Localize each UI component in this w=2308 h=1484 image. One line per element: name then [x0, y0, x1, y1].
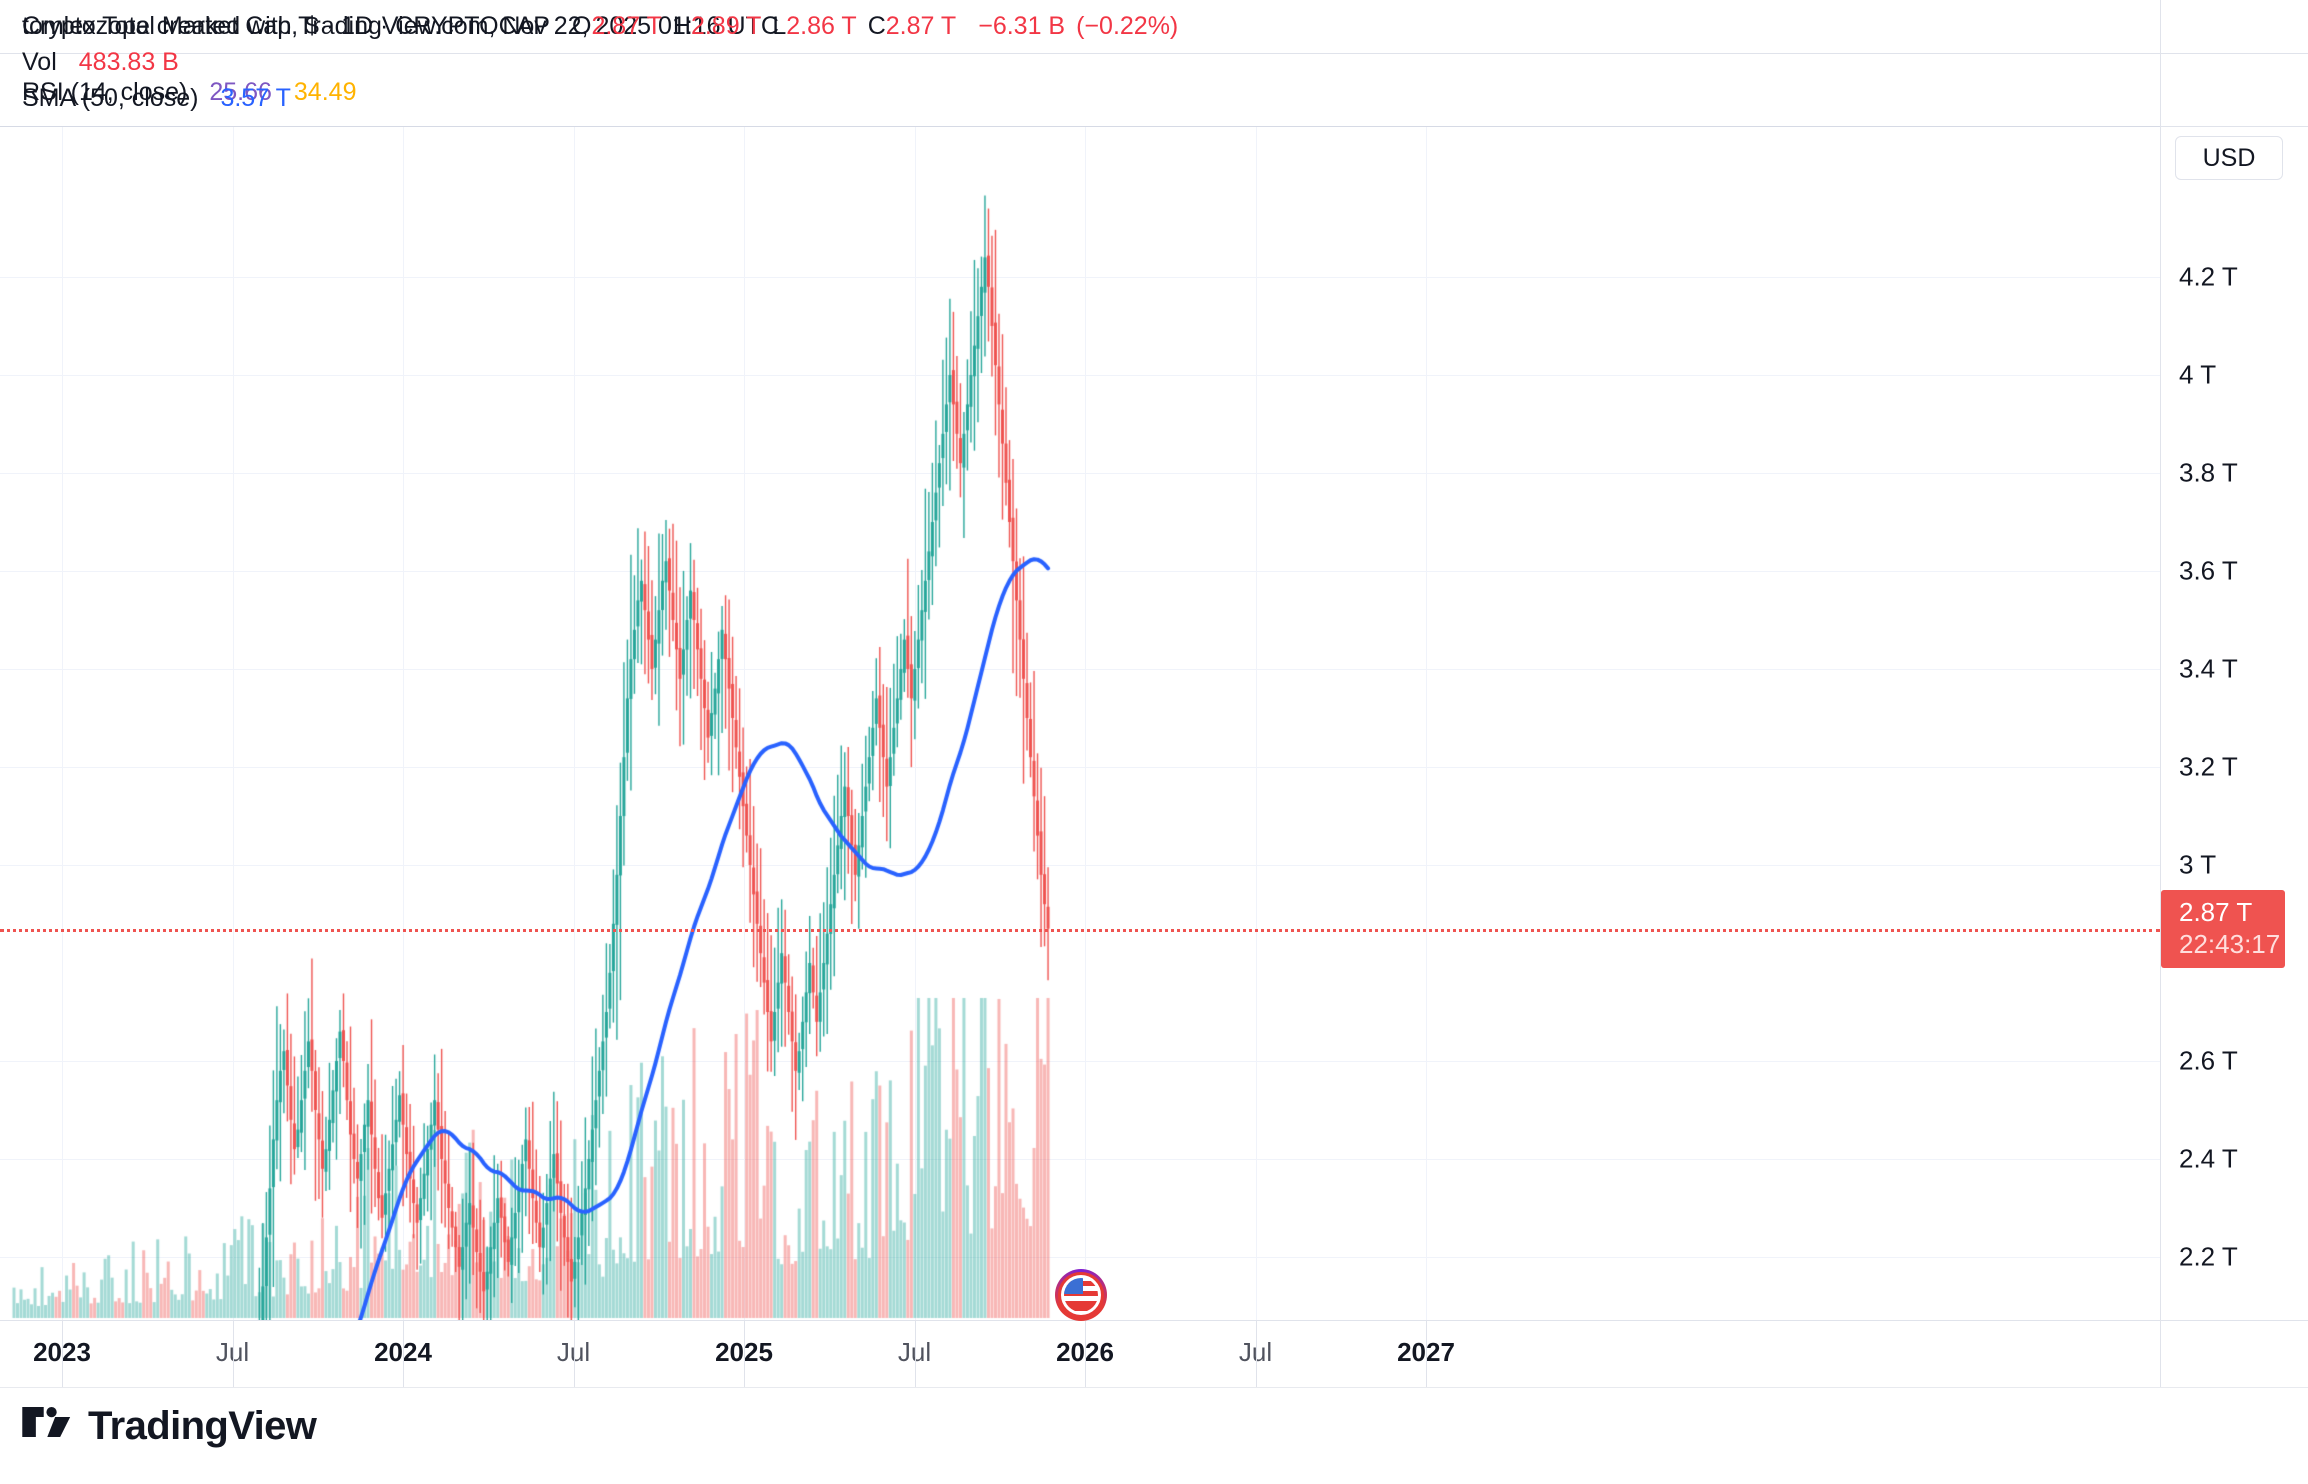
- open-label: O: [571, 12, 592, 40]
- time-tick-mark: [1085, 1321, 1086, 1387]
- tradingview-mark-icon: [22, 1406, 71, 1437]
- change-absolute: −6.31 B: [978, 12, 1066, 40]
- exchange-label: CRYPTOCAP: [395, 12, 550, 40]
- bar-countdown: 22:43:17: [2179, 928, 2281, 959]
- rsi-value-2: 34.49: [293, 78, 357, 106]
- attribution-divider: [0, 53, 2308, 54]
- high-label: H: [672, 12, 691, 40]
- price-tick: 3.6 T: [2179, 555, 2238, 586]
- rsi-legend[interactable]: RSI (14, close) 25.66 34.49: [22, 74, 356, 110]
- change-percent: (−0.22%): [1076, 12, 1179, 40]
- price-tick: 4 T: [2179, 359, 2217, 390]
- time-tick-mark: [573, 1321, 575, 1387]
- main-legend[interactable]: Crypto Total Market Cap, $ · 1D · CRYPTO…: [22, 8, 1178, 116]
- price-candles-canvas: [0, 127, 2160, 1320]
- last-price-value: 2.87 T: [2179, 896, 2253, 927]
- interval-label[interactable]: 1D: [341, 12, 374, 40]
- time-tick-mark: [914, 1321, 916, 1387]
- price-tick: 3.4 T: [2179, 653, 2238, 684]
- time-tick-mark: [744, 1321, 745, 1387]
- tradingview-logo[interactable]: TradingView: [22, 1404, 317, 1449]
- price-tick: 3.8 T: [2179, 457, 2238, 488]
- legend-sma-row[interactable]: SMA (50, close) 3.57 T: [22, 80, 1178, 116]
- time-tick-mark: [403, 1321, 404, 1387]
- rsi-title: RSI (14, close): [22, 78, 188, 106]
- legend-ohlc-row[interactable]: Crypto Total Market Cap, $ · 1D · CRYPTO…: [22, 8, 1178, 44]
- volume-value: 483.83 B: [78, 48, 179, 76]
- time-tick-mark: [1255, 1321, 1257, 1387]
- volume-label: Vol: [22, 48, 57, 76]
- legend-volume-row[interactable]: Vol 483.83 B: [22, 44, 1178, 80]
- tradingview-wordmark: TradingView: [88, 1404, 317, 1448]
- last-price-line: [0, 928, 2160, 932]
- legend-sep-1: ·: [318, 12, 342, 40]
- close-label: C: [867, 12, 886, 40]
- sma-label: SMA (50, close): [22, 84, 199, 112]
- price-tick: 2.4 T: [2179, 1143, 2238, 1174]
- rsi-pane[interactable]: RSI (14, close) 25.66 34.49: [0, 54, 2160, 126]
- price-tick: 3.2 T: [2179, 751, 2238, 782]
- high-value: 2.89 T: [690, 12, 762, 40]
- time-tick-mark: [1426, 1321, 1427, 1387]
- low-label: L: [772, 12, 787, 40]
- us-flag-icon[interactable]: [1058, 1272, 1104, 1318]
- us-flag-graphic: [1064, 1278, 1098, 1312]
- price-tick: 3 T: [2179, 849, 2217, 880]
- rsi-main-divider: [0, 126, 2160, 127]
- main-chart-pane[interactable]: [0, 127, 2160, 1320]
- price-tick: 2.6 T: [2179, 1045, 2238, 1076]
- low-value: 2.86 T: [786, 12, 857, 40]
- time-tick-mark: [62, 1321, 63, 1387]
- attribution-text: tomlexzope created with TradingView.com,…: [22, 12, 779, 40]
- symbol-name[interactable]: Crypto Total Market Cap, $: [22, 12, 319, 40]
- currency-chip[interactable]: USD: [2175, 136, 2283, 180]
- price-tick: 2.2 T: [2179, 1241, 2238, 1272]
- price-tick: 4.2 T: [2179, 261, 2238, 292]
- last-price-badge[interactable]: 2.87 T 22:43:17: [2161, 889, 2285, 968]
- sma-value: 3.57 T: [220, 84, 291, 112]
- time-tick-mark: [232, 1321, 234, 1387]
- rsi-value-1: 25.66: [209, 78, 272, 106]
- price-axis[interactable]: USD 4.2 T 4 T 3.8 T 3.6 T 3.4 T 3.2 T 3 T 2.6 T…: [2160, 0, 2308, 1320]
- flag-canton: [1064, 1278, 1083, 1294]
- open-value: 2.87 T: [591, 12, 662, 40]
- time-axis[interactable]: 2023 Jul 2024 Jul 2025 Jul 2026 Jul 2027: [0, 1320, 2308, 1388]
- legend-sep-2: ·: [373, 12, 396, 40]
- close-value: 2.87 T: [885, 12, 957, 40]
